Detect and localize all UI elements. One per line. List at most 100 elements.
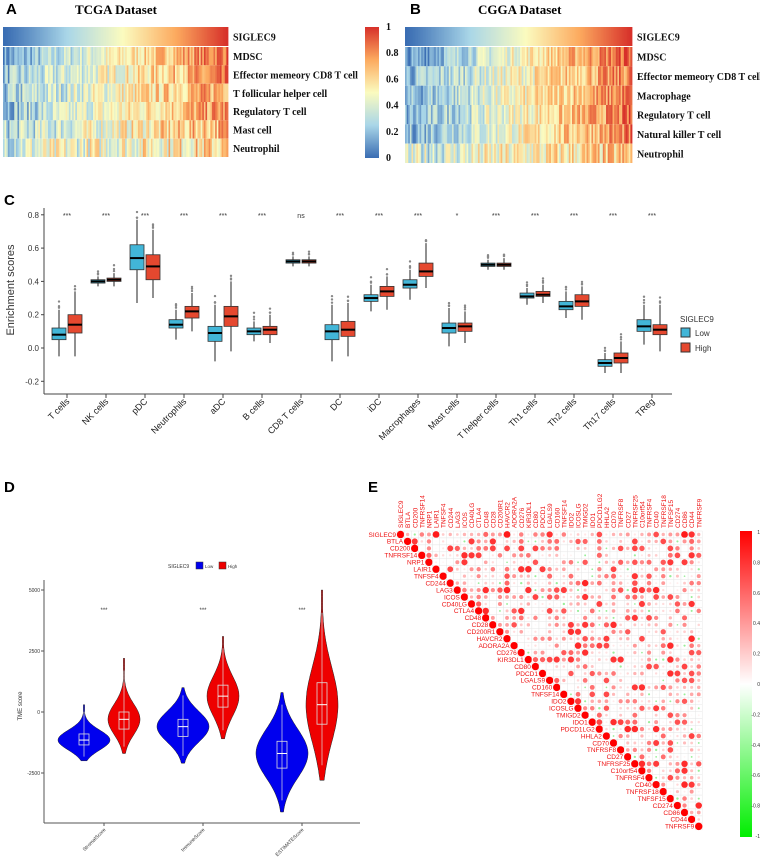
heatmap-cell <box>226 120 229 139</box>
heatmap-cell <box>612 124 615 144</box>
heatmap-cell <box>435 47 438 67</box>
heatmap-cell <box>427 124 430 144</box>
correlation-circle <box>527 595 530 599</box>
heatmap-cell <box>614 143 617 163</box>
heatmap-cell <box>486 47 489 67</box>
correlation-circle <box>624 753 632 761</box>
heatmap-cell <box>606 85 609 105</box>
correlation-circle <box>654 539 658 544</box>
correlation-circle <box>612 540 615 543</box>
heatmap-cell <box>411 27 414 46</box>
correlation-circle <box>625 629 631 635</box>
heatmap-cell <box>39 120 42 139</box>
heatmap-cell <box>452 124 455 144</box>
correlation-circle <box>676 637 679 640</box>
heatmap-cell <box>456 47 459 67</box>
heatmap-cell <box>473 105 476 125</box>
heatmap-cell <box>224 27 227 46</box>
heatmap-cell <box>78 138 81 157</box>
heatmap-cell <box>131 27 134 46</box>
correlation-circle <box>660 733 666 739</box>
heatmap-cell <box>563 124 566 144</box>
correlation-circle <box>667 656 674 663</box>
outlier-point <box>135 210 139 214</box>
outlier-point <box>369 280 373 283</box>
heatmap-cell <box>466 143 469 163</box>
correlation-circle <box>555 575 558 578</box>
heatmap-cell <box>208 102 211 121</box>
colorbar-tick-label: -1 <box>756 834 760 840</box>
heatmap-cell <box>84 27 87 46</box>
correlation-circle <box>626 623 629 626</box>
heatmap-cell <box>22 138 25 157</box>
heatmap-cell <box>25 138 28 157</box>
heatmap-cell <box>619 124 622 144</box>
correlation-circle <box>611 594 616 600</box>
heatmap-cell <box>173 27 176 46</box>
heatmap-cell <box>171 47 174 66</box>
correlation-circle <box>638 767 646 775</box>
heatmap-cell <box>33 65 36 84</box>
correlation-circle <box>577 672 579 675</box>
heatmap-cell <box>49 47 52 66</box>
heatmap-cell <box>619 66 622 86</box>
correlation-circle <box>446 579 454 587</box>
heatmap-cell <box>70 27 73 46</box>
heatmap-cell <box>630 105 633 125</box>
heatmap-cell <box>563 66 566 86</box>
correlation-circle <box>676 561 679 564</box>
correlation-circle <box>683 749 686 751</box>
correlation-circle <box>653 663 659 670</box>
heatmap-cell <box>139 27 142 46</box>
correlation-circle <box>654 609 658 613</box>
heatmap-cell <box>115 120 118 139</box>
heatmap-cell <box>594 47 597 67</box>
correlation-circle <box>611 609 616 613</box>
heatmap-cell <box>142 120 145 139</box>
heatmap-cell <box>67 27 70 46</box>
correlation-circle <box>617 656 624 663</box>
correlation-circle <box>569 581 573 586</box>
heatmap-cell <box>466 85 469 105</box>
heatmap-cell <box>216 27 219 46</box>
heatmap-cell <box>6 138 9 157</box>
heatmap-cell <box>437 27 440 46</box>
correlation-circle <box>598 665 601 668</box>
heatmap-cell <box>218 138 221 157</box>
heatmap-cell <box>505 124 508 144</box>
heatmap-cell <box>89 120 92 139</box>
correlation-circle <box>647 547 651 550</box>
row-label: TNFRSF9 <box>665 824 695 831</box>
heatmap-cell <box>627 105 630 125</box>
heatmap-cell <box>3 83 6 102</box>
heatmap-cell <box>597 85 600 105</box>
correlation-circle <box>640 616 644 620</box>
heatmap-cell <box>27 120 30 139</box>
correlation-circle <box>655 679 657 682</box>
heatmap-cell <box>614 124 617 144</box>
heatmap-cell <box>534 105 537 125</box>
heatmap-cell <box>129 65 132 84</box>
heatmap-cell <box>70 138 73 157</box>
heatmap-cell <box>430 105 433 125</box>
correlation-circle <box>654 630 658 634</box>
correlation-circle <box>689 560 694 565</box>
heatmap-cell <box>118 27 121 46</box>
correlation-circle <box>554 615 559 621</box>
heatmap-cell <box>73 102 76 121</box>
heatmap-cell <box>165 138 168 157</box>
correlation-circle <box>527 540 530 543</box>
heatmap-cell <box>584 124 587 144</box>
correlation-circle <box>448 532 452 537</box>
heatmap-cell <box>67 47 70 66</box>
heatmap-cell <box>123 27 126 46</box>
heatmap-cell <box>508 143 511 163</box>
correlation-circle <box>589 643 595 649</box>
heatmap-cell <box>490 124 493 144</box>
heatmap-cell <box>489 27 492 46</box>
heatmap-cell <box>51 138 54 157</box>
heatmap-cell <box>460 105 463 125</box>
correlation-circle <box>541 539 545 543</box>
heatmap-cell <box>494 27 497 46</box>
outlier-point <box>463 308 467 311</box>
